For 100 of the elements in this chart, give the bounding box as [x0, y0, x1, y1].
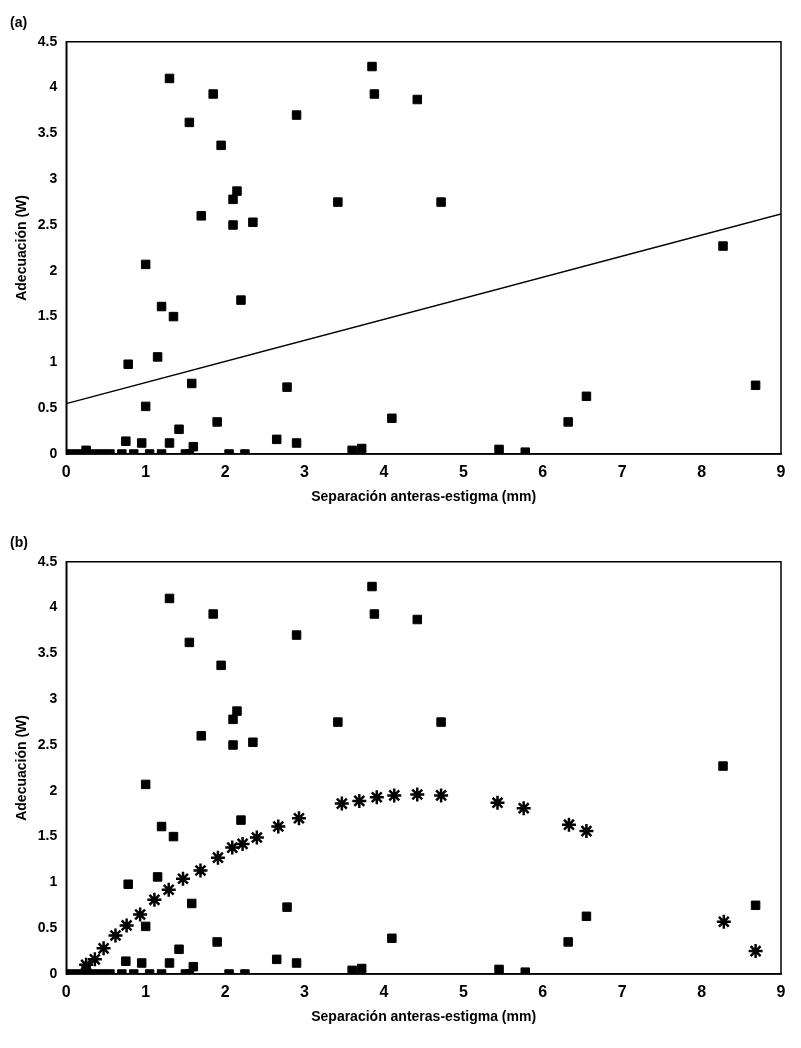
point [578, 822, 595, 840]
point [291, 438, 302, 448]
point [290, 810, 308, 827]
x-tick-label: 2 [220, 463, 230, 481]
point [750, 380, 761, 391]
point [228, 194, 238, 205]
point [387, 933, 397, 944]
point [123, 879, 133, 889]
point [333, 717, 343, 727]
point [118, 917, 135, 934]
point [248, 737, 258, 747]
y-tick-label: 1 [49, 353, 58, 370]
y-tick-label: 0.5 [37, 919, 58, 936]
point [270, 818, 287, 835]
point [164, 593, 175, 604]
point [140, 259, 151, 270]
point [409, 786, 426, 803]
point [140, 779, 151, 790]
y-tick-label: 4 [49, 598, 58, 615]
point [212, 937, 222, 947]
y-tick-label: 3 [49, 170, 58, 187]
point [184, 117, 195, 128]
point [228, 220, 238, 230]
point [234, 835, 251, 853]
y-axis-title: Adecuación (W) [13, 195, 30, 301]
point [271, 434, 282, 445]
chart-title: (a) [10, 14, 28, 31]
y-tick-label: 4.5 [37, 32, 58, 49]
y-axis-title: Adecuación (W) [13, 715, 30, 821]
point [412, 94, 423, 105]
point [718, 241, 728, 251]
point [347, 445, 357, 454]
point [368, 788, 386, 806]
point [412, 614, 423, 625]
point [369, 609, 380, 619]
y-tick-label: 1.5 [37, 827, 58, 844]
point [140, 401, 151, 412]
point [208, 609, 218, 619]
point [236, 295, 246, 305]
y-tick-label: 3 [49, 690, 58, 707]
point [282, 382, 292, 392]
point [156, 301, 167, 312]
point [164, 438, 175, 448]
point [367, 581, 377, 592]
x-tick-label: 2 [220, 983, 230, 1001]
x-axis-title: Separación anteras-estigma (mm) [311, 1008, 537, 1025]
point [333, 795, 351, 812]
y-tick-label: 2.5 [37, 215, 58, 232]
point [494, 444, 504, 454]
point [174, 870, 192, 887]
point [236, 815, 246, 825]
point [494, 964, 504, 974]
point [432, 787, 450, 804]
point [351, 792, 368, 810]
point [232, 186, 242, 196]
y-tick-label: 4 [49, 78, 58, 95]
point [560, 816, 578, 833]
point [369, 89, 380, 99]
point [581, 911, 592, 922]
point [107, 927, 124, 944]
point [184, 637, 195, 648]
x-tick-label: 1 [141, 983, 151, 1001]
x-axis-title: Separación anteras-estigma (mm) [311, 488, 537, 505]
x-tick-label: 5 [458, 983, 468, 1001]
x-tick-label: 0 [61, 463, 71, 481]
point [232, 706, 242, 716]
point [212, 417, 222, 427]
point [208, 89, 218, 99]
point [356, 443, 367, 454]
point [216, 660, 226, 671]
point [95, 940, 112, 957]
x-tick-label: 8 [697, 463, 707, 481]
point [187, 898, 197, 909]
point [187, 378, 197, 389]
point [156, 821, 167, 832]
point [140, 921, 151, 932]
point [291, 110, 302, 120]
point [136, 958, 147, 968]
point [228, 740, 238, 750]
x-tick-label: 9 [776, 463, 786, 481]
point [291, 630, 302, 640]
point [168, 831, 179, 842]
y-tick-label: 3.5 [37, 644, 58, 661]
point [367, 61, 377, 72]
point [271, 954, 282, 965]
point [216, 140, 226, 151]
point [168, 311, 179, 322]
point [164, 958, 175, 968]
point [387, 413, 397, 424]
point [86, 951, 104, 968]
point [192, 862, 209, 879]
point [248, 217, 258, 227]
y-tick-label: 1 [49, 873, 58, 890]
point [174, 424, 184, 435]
y-tick-label: 0 [49, 444, 58, 461]
y-tick-label: 4.5 [37, 552, 58, 569]
point [515, 799, 532, 817]
y-tick-label: 0.5 [37, 399, 58, 416]
point [436, 717, 446, 727]
point [131, 906, 149, 923]
